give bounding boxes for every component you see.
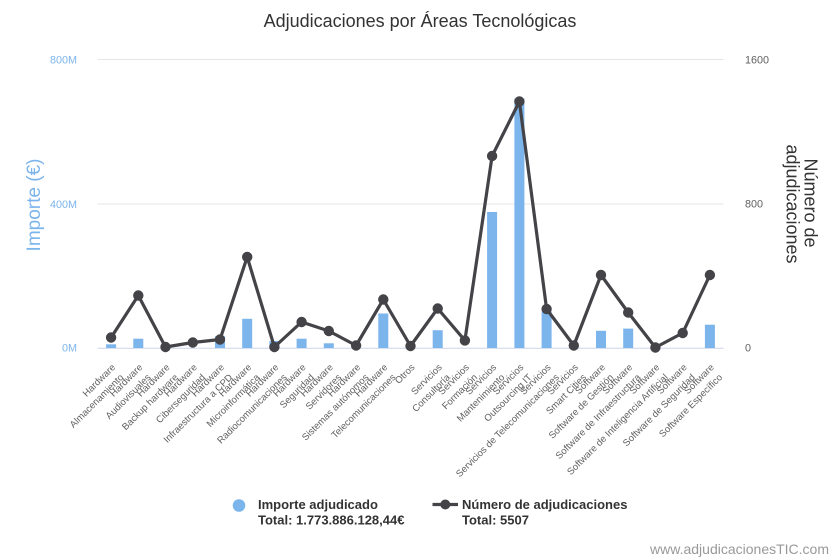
svg-text:Importe adjudicado: Importe adjudicado [258,497,378,512]
svg-text:Total: 1.773.886.128,44€: Total: 1.773.886.128,44€ [258,513,404,528]
svg-text:www.adjudicacionesTIC.com: www.adjudicacionesTIC.com [649,541,829,557]
svg-text:0M: 0M [62,343,77,355]
svg-text:0: 0 [745,343,751,355]
svg-text:adjudicaciones: adjudicaciones [783,144,803,263]
svg-text:Adjudicaciones por Áreas Tecno: Adjudicaciones por Áreas Tecnológicas [264,11,577,31]
svg-text:1600: 1600 [745,55,769,67]
svg-text:800: 800 [745,199,763,211]
svg-text:Importe (€): Importe (€) [24,159,45,252]
svg-text:Número de: Número de [801,158,821,247]
svg-text:Total: 5507: Total: 5507 [462,513,529,528]
svg-text:Número de adjudicaciones: Número de adjudicaciones [462,497,627,512]
svg-text:800M: 800M [50,55,77,67]
svg-text:400M: 400M [50,199,77,211]
